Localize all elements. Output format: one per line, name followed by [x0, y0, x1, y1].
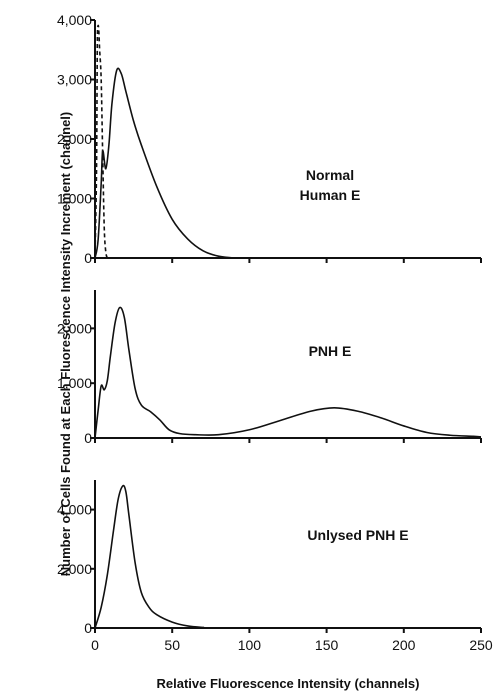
y-axis-title: Number of Cells Found at Each Fluorescen… [58, 112, 73, 576]
y-tick-label: 1,000 [57, 191, 92, 207]
y-tick-label: 0 [84, 250, 92, 266]
panel-label: Unlysed PNH E [307, 527, 408, 543]
x-tick-label: 50 [164, 637, 180, 653]
plot-area: 0 1,000 2,000 3,000 4,000 Normal Human E 0 1,000… [57, 12, 493, 653]
x-tick-label: 150 [315, 637, 339, 653]
panel-label: Normal Human E [300, 167, 361, 203]
x-tick-label: 0 [91, 637, 99, 653]
series-line-solid [94, 306, 482, 439]
y-tick-label: 1,000 [57, 375, 92, 391]
x-tick-label: 250 [469, 637, 493, 653]
x-tick-label: 100 [238, 637, 262, 653]
y-tick-label: 2,000 [57, 561, 92, 577]
y-tick-label: 4,000 [57, 12, 92, 28]
x-tick-label: 200 [392, 637, 416, 653]
y-tick-label: 2,000 [57, 320, 92, 336]
series-line-solid [94, 67, 481, 259]
y-tick-label: 2,000 [57, 131, 92, 147]
series-line-dashed [94, 24, 109, 259]
panel-2: 0 1,000 2,000 PNH E [57, 290, 482, 446]
panel-label: PNH E [309, 343, 352, 359]
panel-3: 0 2,000 4,000 0 50 100 150 200 250 Unlysed PNH E [57, 480, 493, 653]
panel-1: 0 1,000 2,000 3,000 4,000 Normal Human E [57, 12, 482, 266]
series-line-solid [94, 484, 482, 629]
y-tick-label: 3,000 [57, 72, 92, 88]
y-tick-label: 0 [84, 430, 92, 446]
y-tick-label: 4,000 [57, 502, 92, 518]
y-tick-label: 0 [84, 620, 92, 636]
x-axis-title: Relative Fluorescence Intensity (channel… [157, 676, 420, 691]
